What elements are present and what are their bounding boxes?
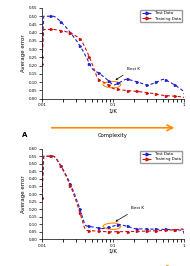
Text: A: A [22,132,27,138]
Y-axis label: Average error: Average error [21,175,26,213]
Legend: Test Data, Training Data: Test Data, Training Data [140,151,182,163]
X-axis label: 1/K: 1/K [109,108,117,113]
Y-axis label: Average error: Average error [21,35,26,72]
Text: Best K: Best K [116,206,144,221]
Text: Complexity: Complexity [98,133,128,138]
Legend: Test Data, Training Data: Test Data, Training Data [140,10,182,22]
X-axis label: 1/K: 1/K [109,249,117,254]
Text: Best K: Best K [116,67,140,80]
